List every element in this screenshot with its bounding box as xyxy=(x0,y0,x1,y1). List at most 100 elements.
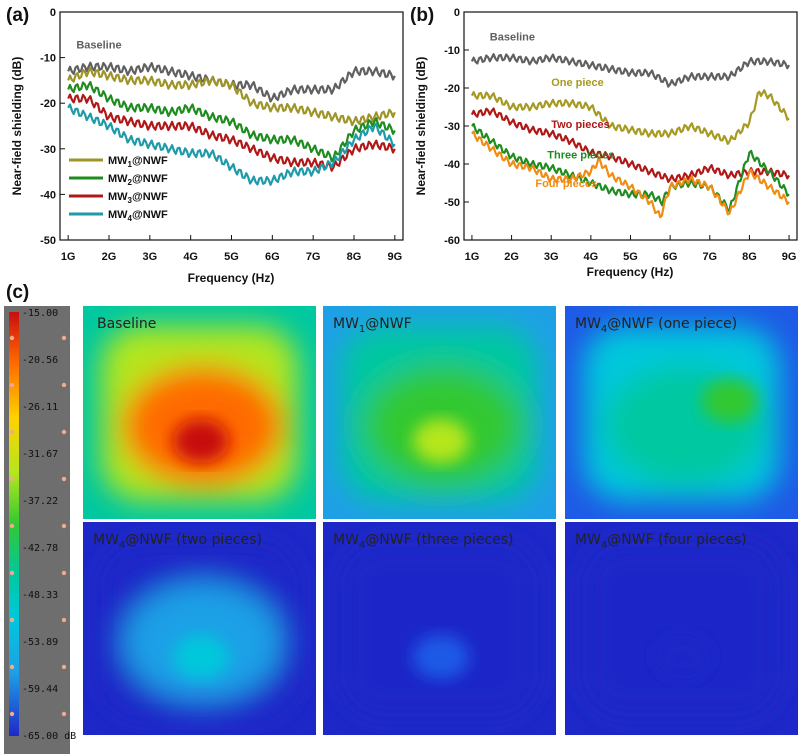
series-annotation: Baseline xyxy=(490,32,535,44)
colorbar-tick-label: -26.11 xyxy=(22,402,58,413)
heatmap-hotspot xyxy=(702,379,758,423)
y-tick-label: -50 xyxy=(444,197,460,209)
panel-label-c: (c) xyxy=(6,282,29,303)
colorbar-tick-label: -48.33 xyxy=(22,590,58,601)
colorbar-tick-label: -31.67 xyxy=(22,449,58,460)
heatmap-hotspot xyxy=(413,419,469,463)
heatmap: MW1@NWF xyxy=(323,306,556,519)
colorbar-marker xyxy=(9,570,15,576)
y-tick-label: -60 xyxy=(444,235,460,247)
colorbar-marker xyxy=(61,476,67,482)
x-tick-label: 7G xyxy=(306,251,321,263)
chart-a-ylabel: Near-field shielding (dB) xyxy=(10,57,24,196)
colorbar-marker xyxy=(61,664,67,670)
x-tick-label: 1G xyxy=(61,251,76,263)
y-tick-label: -30 xyxy=(40,144,56,156)
series-annotation: Baseline xyxy=(76,39,121,51)
colorbar-marker xyxy=(61,429,67,435)
legend-entry: MW3@NWF xyxy=(108,191,168,205)
heatmap: MW4@NWF (four pieces) xyxy=(565,522,798,735)
colorbar-tick-label: -65.00 dB xyxy=(22,731,76,742)
x-tick-label: 4G xyxy=(584,251,599,263)
heatmap-hotspot xyxy=(173,635,229,679)
colorbar-tick-label: -20.56 xyxy=(22,355,58,366)
series-line-three-pieces xyxy=(471,122,790,212)
y-tick-label: -20 xyxy=(444,83,460,95)
colorbar-marker xyxy=(61,711,67,717)
heatmap-title: MW4@NWF (four pieces) xyxy=(575,532,747,551)
colorbar-marker xyxy=(9,382,15,388)
series-line-four-pieces xyxy=(471,130,790,219)
series-annotation: Two pieces xyxy=(551,119,609,131)
y-tick-label: 0 xyxy=(50,7,56,19)
x-tick-label: 9G xyxy=(782,251,797,263)
chart-b-xlabel: Frequency (Hz) xyxy=(587,265,674,279)
colorbar-tick-label: -53.89 xyxy=(22,637,58,648)
x-tick-label: 1G xyxy=(465,251,480,263)
heatmap: MW4@NWF (three pieces) xyxy=(323,522,556,735)
colorbar: -15.00 -20.56 -26.11 -31.67 -37.22 -42.78 -48.… xyxy=(4,306,76,754)
x-tick-label: 2G xyxy=(504,251,519,263)
heatmap-hotspot xyxy=(413,635,469,679)
y-tick-label: 0 xyxy=(454,7,460,19)
colorbar-marker xyxy=(9,476,15,482)
series-annotation: Three pieces xyxy=(547,149,614,161)
colorbar-marker xyxy=(9,664,15,670)
colorbar-marker xyxy=(61,570,67,576)
legend-entry: MW4@NWF xyxy=(108,209,168,223)
heatmap: MW4@NWF (two pieces) xyxy=(83,522,316,735)
chart-a: -50 -40 -30 -20 -10 0 1G 2G 3G 4G 5G 6G 7G 8G 9G Base… xyxy=(10,7,404,285)
colorbar-marker xyxy=(61,382,67,388)
series-line-mw1 xyxy=(67,66,396,127)
x-tick-label: 7G xyxy=(702,251,717,263)
panel-label-b: (b) xyxy=(410,5,434,26)
x-tick-label: 8G xyxy=(347,251,362,263)
y-tick-label: -20 xyxy=(40,98,56,110)
x-tick-label: 4G xyxy=(183,251,198,263)
y-tick-label: -40 xyxy=(444,159,460,171)
colorbar-marker xyxy=(61,523,67,529)
heatmap-title: MW1@NWF xyxy=(333,316,412,335)
heatmap: Baseline xyxy=(83,306,316,519)
series-line-mw4 xyxy=(67,103,396,186)
legend-entry: MW2@NWF xyxy=(108,173,168,187)
legend-entry: MW1@NWF xyxy=(108,155,168,169)
panel-label-a: (a) xyxy=(6,5,29,26)
y-tick-label: -10 xyxy=(444,45,460,57)
colorbar-tick-label: -59.44 xyxy=(22,684,58,695)
colorbar-marker xyxy=(9,523,15,529)
heatmap-title: MW4@NWF (two pieces) xyxy=(93,532,262,551)
y-tick-label: -40 xyxy=(40,189,56,201)
y-tick-label: -30 xyxy=(444,121,460,133)
heatmap-title: MW4@NWF (three pieces) xyxy=(333,532,514,551)
heatmap-title: Baseline xyxy=(97,316,156,332)
colorbar-marker xyxy=(61,617,67,623)
x-tick-label: 3G xyxy=(142,251,157,263)
y-tick-label: -50 xyxy=(40,235,56,247)
colorbar-marker xyxy=(61,335,67,341)
colorbar-marker xyxy=(9,617,15,623)
chart-b-ylabel: Near-field shielding (dB) xyxy=(414,57,428,196)
series-annotation: One piece xyxy=(551,77,604,89)
x-tick-label: 5G xyxy=(224,251,239,263)
x-tick-label: 6G xyxy=(265,251,280,263)
colorbar-marker xyxy=(9,335,15,341)
colorbar-marker xyxy=(9,429,15,435)
series-line-two-pieces xyxy=(470,107,791,183)
x-tick-label: 8G xyxy=(742,251,757,263)
series-annotation: Four pieces xyxy=(535,178,597,190)
heatmap: MW4@NWF (one piece) xyxy=(565,306,798,519)
series-line-baseline xyxy=(470,53,791,88)
series-line-mw2 xyxy=(67,80,396,163)
x-tick-label: 3G xyxy=(544,251,559,263)
y-tick-label: -10 xyxy=(40,53,56,65)
series-line-mw3 xyxy=(67,93,396,172)
x-tick-label: 6G xyxy=(663,251,678,263)
series-line-one-piece xyxy=(470,89,790,145)
chart-b: -60 -50 -40 -30 -20 -10 0 1G 2G 3G 4G 5G 6G 7G 8G 9G B… xyxy=(414,7,798,279)
x-tick-label: 5G xyxy=(623,251,638,263)
heatmap-hotspot xyxy=(173,419,229,463)
colorbar-marker xyxy=(9,711,15,717)
colorbar-tick-label: -15.00 xyxy=(22,308,58,319)
